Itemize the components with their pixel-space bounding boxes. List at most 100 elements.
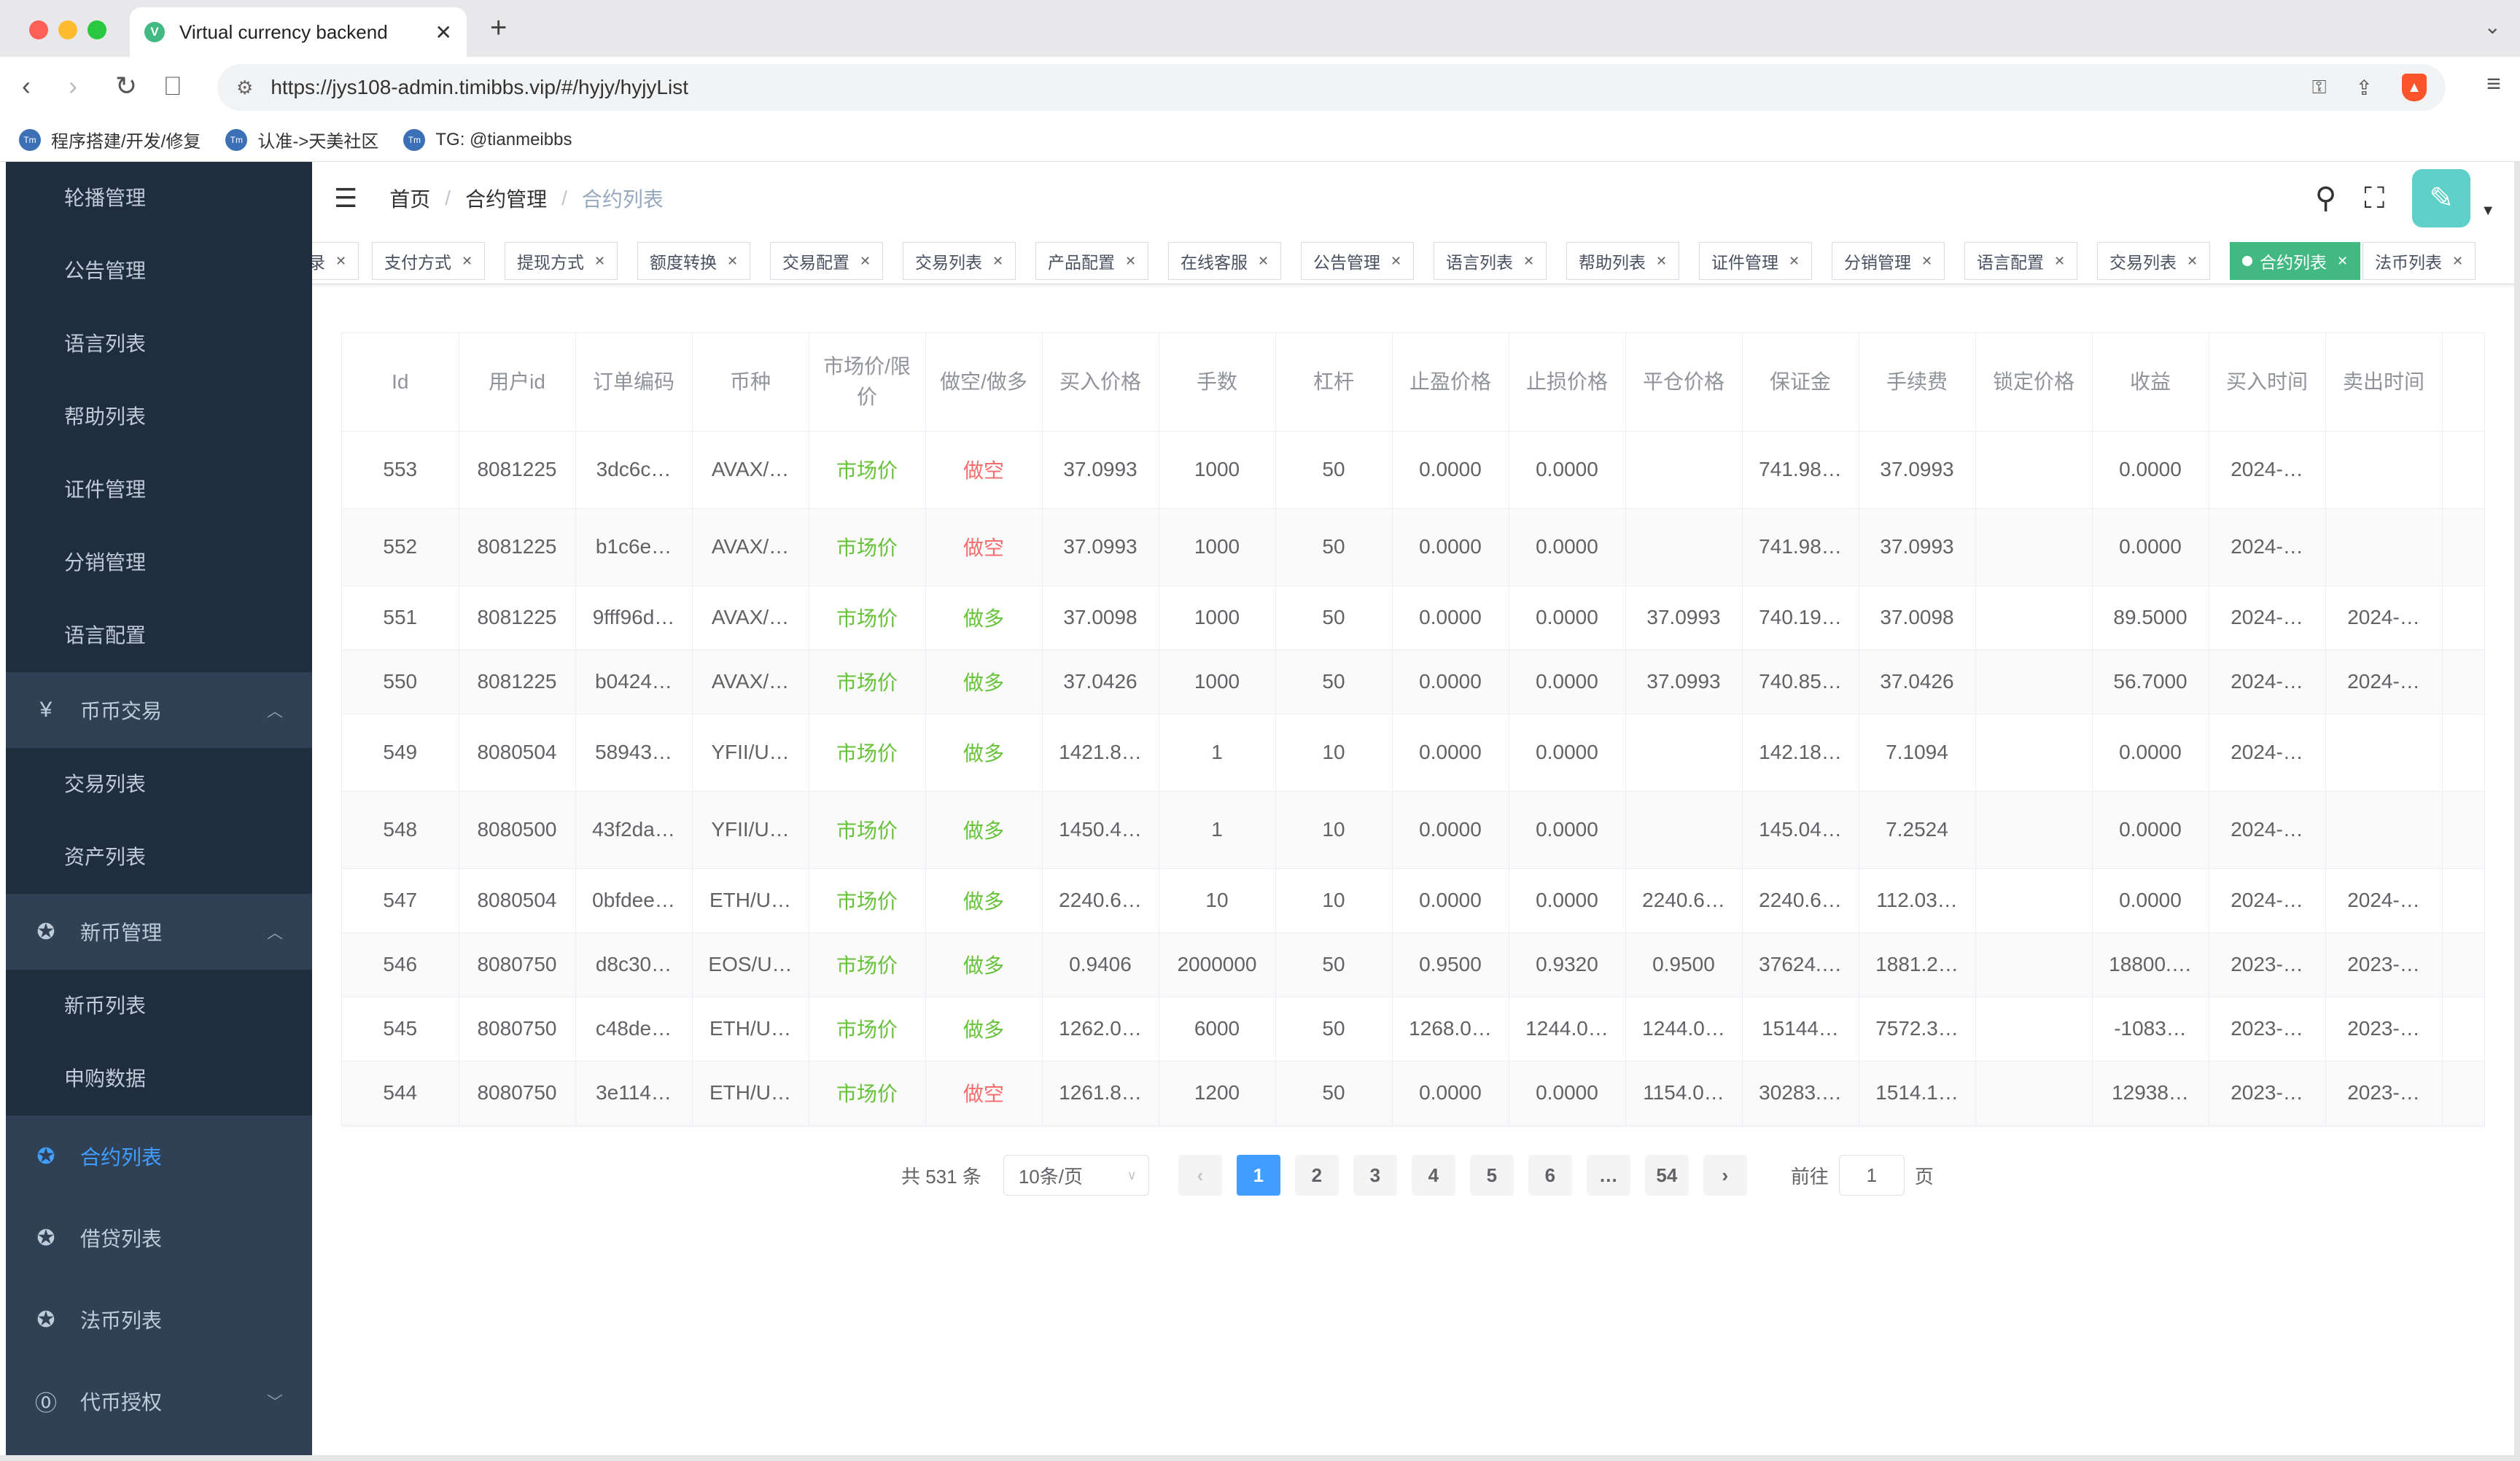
breadcrumb-home[interactable]: 首页: [389, 188, 431, 211]
tag-item[interactable]: 额度转换 ✕: [637, 242, 751, 280]
close-icon[interactable]: ✕: [1921, 253, 1933, 268]
page-number-button[interactable]: 1: [1236, 1155, 1280, 1196]
tag-item[interactable]: 支付方式 ✕: [372, 242, 486, 280]
sidebar-item-contract-list[interactable]: ✪ 合约列表: [6, 1115, 312, 1197]
tag-item[interactable]: 公告管理 ✕: [1301, 242, 1415, 280]
tag-item[interactable]: 语言配置 ✕: [1964, 242, 2078, 280]
close-icon[interactable]: ✕: [1391, 253, 1402, 268]
window-minimize-button[interactable]: [58, 20, 77, 39]
forward-arrow-icon[interactable]: ›: [69, 71, 77, 101]
bookmark-item[interactable]: Tm TG: @tianmeibbs: [403, 128, 572, 151]
table-row[interactable]: 549 8080504 58943… YFII/U… 市场价 做多 1421.8… 1 10 0.…: [342, 714, 2484, 792]
sidebar-group-new-coin[interactable]: ✪ 新币管理 ︿: [6, 894, 312, 970]
page-number-button[interactable]: 3: [1353, 1155, 1397, 1196]
sidebar-item-fiat-list[interactable]: ✪ 法币列表: [6, 1279, 312, 1360]
prev-page-button[interactable]: ‹: [1178, 1155, 1222, 1196]
search-icon[interactable]: ⚲: [2314, 182, 2337, 214]
sidebar-item-subscription-data[interactable]: 申购数据: [6, 1043, 312, 1115]
sidebar-item-help[interactable]: 帮助列表: [6, 381, 312, 453]
sidebar-item-language-config[interactable]: 语言配置: [6, 599, 312, 672]
tag-item[interactable]: 分销管理 ✕: [1832, 242, 1945, 280]
table-row[interactable]: 552 8081225 b1c6e… AVAX/… 市场价 做空 37.0993 1000 50…: [342, 508, 2484, 586]
tag-item[interactable]: 法币列表 ✕: [2362, 242, 2476, 280]
table-row[interactable]: 550 8081225 b0424… AVAX/… 市场价 做多 37.0426 1000 50…: [342, 650, 2484, 714]
tag-item[interactable]: 在线客服 ✕: [1168, 242, 1282, 280]
url-text[interactable]: https://jys108-admin.timibbs.vip/#/hyjy/…: [271, 76, 688, 98]
close-icon[interactable]: ✕: [1656, 253, 1668, 268]
menu-icon[interactable]: ≡: [2486, 70, 2501, 98]
table-row[interactable]: 551 8081225 9fff96d… AVAX/… 市场价 做多 37.0098 1000…: [342, 585, 2484, 650]
sidebar-item-asset-list[interactable]: 资产列表: [6, 821, 312, 894]
sidebar-item-new-coin-list[interactable]: 新币列表: [6, 970, 312, 1043]
key-icon[interactable]: ⚿: [2311, 76, 2327, 98]
chevron-down-icon[interactable]: ⌄: [2484, 15, 2501, 38]
close-tab-icon[interactable]: ✕: [435, 20, 452, 44]
table-row[interactable]: 547 8080504 0bfdee… ETH/U… 市场价 做多 2240.6… 10 10 0…: [342, 868, 2484, 933]
next-page-button[interactable]: ›: [1703, 1155, 1747, 1196]
share-icon[interactable]: ⇪: [2355, 76, 2373, 99]
close-icon[interactable]: ✕: [1258, 253, 1269, 268]
tag-item[interactable]: 产品配置 ✕: [1035, 242, 1149, 280]
table-row[interactable]: 546 8080750 d8c30… EOS/U… 市场价 做多 0.9406 2000000…: [342, 932, 2484, 997]
page-number-button[interactable]: 6: [1528, 1155, 1572, 1196]
close-icon[interactable]: ✕: [594, 253, 606, 268]
close-icon[interactable]: ✕: [727, 253, 739, 268]
table-row[interactable]: 544 8080750 3e114… ETH/U… 市场价 做空 1261.8… 1200 50…: [342, 1061, 2484, 1126]
close-icon[interactable]: ✕: [860, 253, 871, 268]
new-tab-icon[interactable]: +: [490, 12, 508, 44]
close-icon[interactable]: ✕: [2054, 253, 2066, 268]
fullscreen-icon[interactable]: ⛶: [2364, 182, 2385, 214]
close-icon[interactable]: ✕: [2187, 253, 2198, 268]
page-number-button[interactable]: 4: [1411, 1155, 1455, 1196]
page-number-button[interactable]: 2: [1294, 1155, 1339, 1196]
table-row[interactable]: 545 8080750 c48de… ETH/U… 市场价 做多 1262.0… 6000 50…: [342, 997, 2484, 1061]
sidebar-item-trade-list[interactable]: 交易列表: [6, 748, 312, 821]
sidebar-item-certificates[interactable]: 证件管理: [6, 453, 312, 526]
tag-item[interactable]: 录✕: [312, 242, 359, 280]
close-icon[interactable]: ✕: [462, 253, 473, 268]
window-maximize-button[interactable]: [88, 20, 106, 39]
tag-item[interactable]: 证件管理 ✕: [1699, 242, 1813, 280]
goto-page-input[interactable]: 1: [1838, 1155, 1905, 1196]
page-size-select[interactable]: 10条/页 ∨: [1003, 1155, 1149, 1196]
table-row[interactable]: 553 8081225 3dc6c… AVAX/… 市场价 做空 37.0993 1000 50…: [342, 431, 2484, 509]
breadcrumb-section[interactable]: 合约管理: [465, 188, 548, 211]
close-icon[interactable]: ✕: [2337, 253, 2349, 268]
hamburger-icon[interactable]: ☰: [334, 183, 358, 213]
sidebar-group-coin-trading[interactable]: ¥ 币币交易 ︿: [6, 672, 312, 748]
tag-item[interactable]: 交易配置 ✕: [770, 242, 884, 280]
tag-item[interactable]: 帮助列表 ✕: [1566, 242, 1680, 280]
bookmark-icon[interactable]: ⎕: [165, 71, 181, 101]
sidebar-item-languages[interactable]: 语言列表: [6, 308, 312, 381]
tag-item[interactable]: 交易列表 ✕: [2097, 242, 2211, 280]
bookmark-item[interactable]: Tm 程序搭建/开发/修复: [19, 127, 201, 152]
table-row[interactable]: 548 8080500 43f2da… YFII/U… 市场价 做多 1450.4… 1 10 0…: [342, 791, 2484, 869]
page-number-button[interactable]: 54: [1644, 1155, 1689, 1196]
caret-down-icon[interactable]: ▼: [2481, 202, 2495, 219]
page-number-button[interactable]: 5: [1469, 1155, 1514, 1196]
tag-item[interactable]: 提现方式 ✕: [505, 242, 618, 280]
window-close-button[interactable]: [29, 20, 48, 39]
sidebar-item-carousel[interactable]: 轮播管理: [6, 162, 312, 235]
sidebar-item-loan-list[interactable]: ✪ 借贷列表: [6, 1197, 312, 1279]
tag-item[interactable]: 交易列表 ✕: [903, 242, 1016, 280]
bookmark-item[interactable]: Tm 认准->天美社区: [225, 127, 378, 152]
sidebar-item-announcements[interactable]: 公告管理: [6, 235, 312, 308]
reload-icon[interactable]: ↻: [115, 71, 138, 101]
tag-item[interactable]: 语言列表 ✕: [1434, 242, 1547, 280]
brave-shield-icon[interactable]: ▲: [2402, 74, 2427, 101]
close-icon[interactable]: ✕: [1523, 253, 1535, 268]
sidebar-group-token-auth[interactable]: ⓪ 代币授权 ﹀: [6, 1360, 312, 1442]
close-icon[interactable]: ✕: [1125, 253, 1137, 268]
close-icon[interactable]: ✕: [2452, 253, 2464, 268]
tag-item[interactable]: 合约列表 ✕: [2230, 242, 2361, 280]
avatar[interactable]: ✎: [2412, 169, 2471, 227]
sidebar-item-distribution[interactable]: 分销管理: [6, 526, 312, 599]
browser-tab[interactable]: V Virtual currency backend ✕: [130, 7, 467, 57]
more-pages-button[interactable]: …: [1586, 1155, 1630, 1196]
site-settings-icon[interactable]: ⚙: [236, 76, 254, 98]
address-bar[interactable]: ⚙ https://jys108-admin.timibbs.vip/#/hyj…: [217, 64, 2446, 111]
close-icon[interactable]: ✕: [1789, 253, 1800, 268]
close-icon[interactable]: ✕: [992, 253, 1004, 268]
close-icon[interactable]: ✕: [335, 253, 347, 268]
